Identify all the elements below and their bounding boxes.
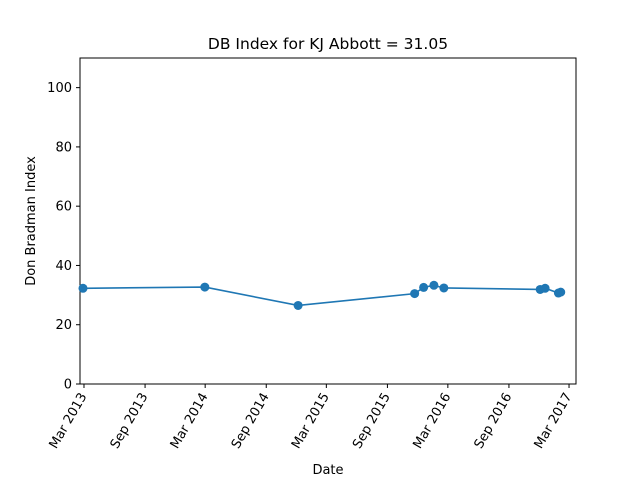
- y-axis-label: Don Bradman Index: [24, 156, 39, 286]
- data-point: [410, 289, 420, 299]
- data-point: [540, 283, 550, 293]
- chart-title: DB Index for KJ Abbott = 31.05: [208, 35, 448, 53]
- data-point: [78, 283, 88, 293]
- data-point: [293, 300, 303, 310]
- data-point: [200, 282, 210, 292]
- plot-frame: [79, 57, 577, 385]
- y-tick-label: 20: [55, 318, 72, 333]
- y-tick-label: 80: [55, 140, 72, 155]
- data-point: [439, 283, 449, 293]
- data-point: [419, 282, 429, 292]
- y-tick-label: 40: [55, 259, 72, 274]
- y-tick-label: 60: [55, 200, 72, 215]
- x-axis-label: Date: [312, 463, 343, 478]
- series-group: [78, 280, 566, 310]
- data-point: [429, 280, 439, 290]
- y-tick-label: 0: [64, 378, 72, 393]
- data-point: [556, 287, 566, 297]
- y-tick-label: 100: [47, 81, 72, 96]
